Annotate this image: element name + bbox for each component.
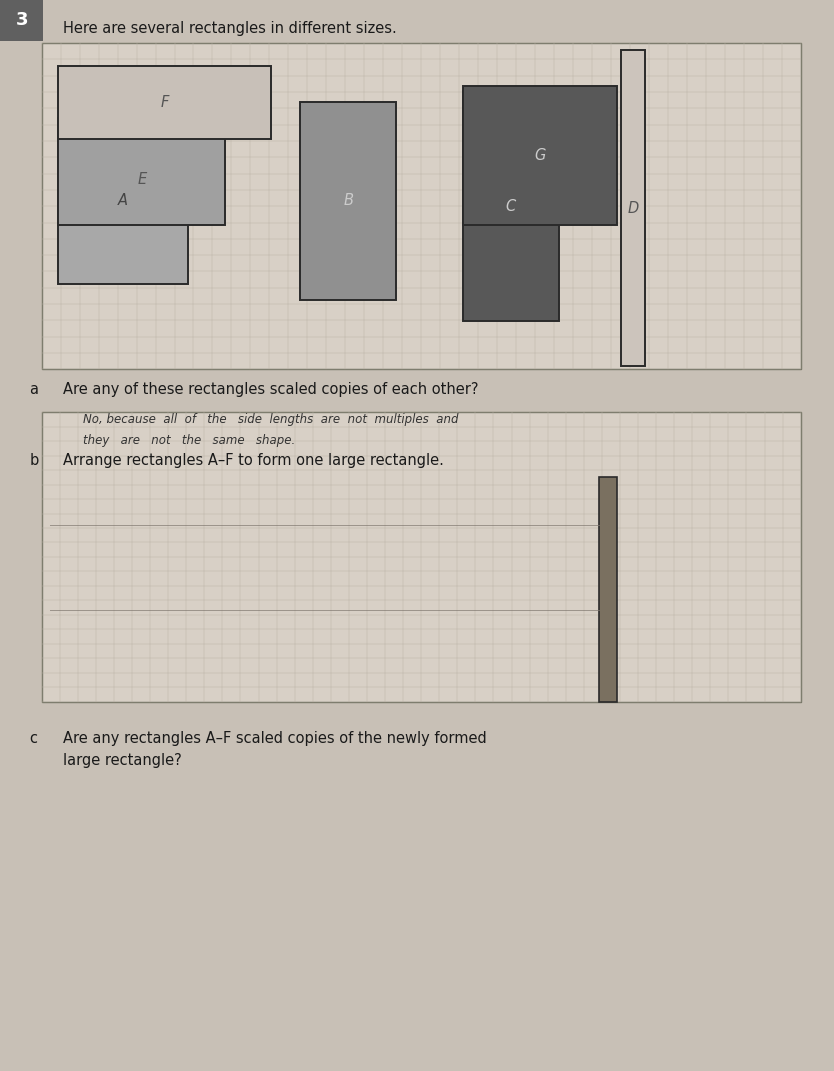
Text: D: D bbox=[627, 200, 639, 216]
Text: B: B bbox=[344, 193, 353, 209]
Text: E: E bbox=[137, 171, 147, 187]
Text: large rectangle?: large rectangle? bbox=[63, 753, 181, 768]
Bar bbox=[42, 43, 801, 369]
Text: c: c bbox=[29, 731, 38, 746]
Bar bbox=[300, 102, 396, 300]
Text: No, because  all  of   the   side  lengths  are  not  multiples  and: No, because all of the side lengths are … bbox=[83, 413, 459, 426]
Text: a: a bbox=[29, 382, 38, 397]
Bar bbox=[0, 0, 43, 41]
Bar bbox=[58, 134, 225, 225]
Bar bbox=[621, 50, 645, 366]
Bar bbox=[463, 91, 559, 321]
Text: Arrange rectangles A–F to form one large rectangle.: Arrange rectangles A–F to form one large… bbox=[63, 453, 444, 468]
Text: they   are   not   the   same   shape.: they are not the same shape. bbox=[83, 434, 295, 447]
Text: Are any rectangles A–F scaled copies of the newly formed: Are any rectangles A–F scaled copies of … bbox=[63, 731, 486, 746]
Bar bbox=[58, 66, 271, 139]
Text: C: C bbox=[505, 198, 516, 214]
Text: 3: 3 bbox=[16, 12, 28, 29]
Text: Here are several rectangles in different sizes.: Here are several rectangles in different… bbox=[63, 21, 396, 36]
Text: b: b bbox=[29, 453, 38, 468]
Bar bbox=[599, 477, 617, 702]
Text: F: F bbox=[160, 95, 169, 110]
Text: A: A bbox=[118, 193, 128, 209]
Bar bbox=[58, 118, 188, 284]
Text: G: G bbox=[535, 148, 545, 163]
Bar bbox=[42, 412, 801, 702]
Bar bbox=[463, 86, 617, 225]
Text: Are any of these rectangles scaled copies of each other?: Are any of these rectangles scaled copie… bbox=[63, 382, 478, 397]
